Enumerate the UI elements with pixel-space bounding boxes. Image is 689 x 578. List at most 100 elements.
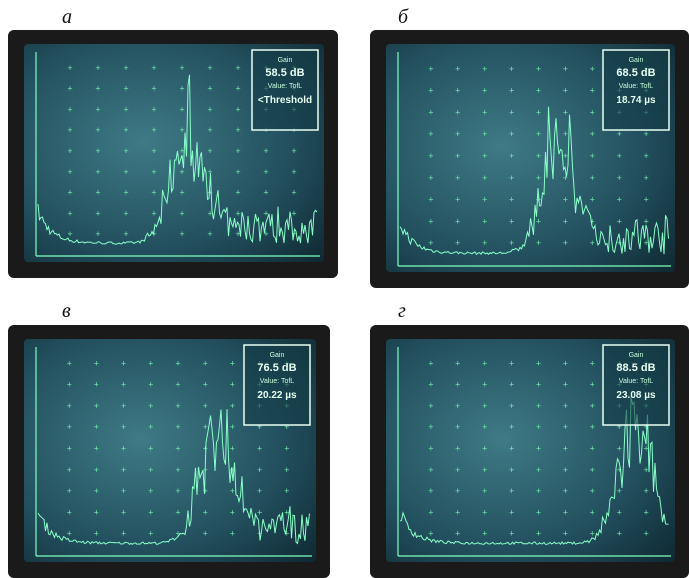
grid-marker: +	[428, 529, 433, 539]
grid-marker: +	[482, 444, 487, 454]
grid-marker: +	[175, 358, 180, 368]
grid-marker: +	[482, 195, 487, 205]
panel-label: в	[62, 300, 71, 323]
grid-marker: +	[121, 358, 126, 368]
grid-marker: +	[428, 507, 433, 517]
grid-marker: +	[230, 529, 235, 539]
grid-marker: +	[67, 188, 72, 198]
grid-marker: +	[235, 63, 240, 73]
grid-marker: +	[536, 444, 541, 454]
grid-marker: +	[179, 125, 184, 135]
grid-marker: +	[428, 238, 433, 248]
grid-marker: +	[536, 216, 541, 226]
grid-marker: +	[95, 104, 100, 114]
grid-marker: +	[617, 486, 622, 496]
grid-marker: +	[207, 63, 212, 73]
grid-marker: +	[148, 422, 153, 432]
readout-db: 68.5 dB	[616, 67, 655, 79]
grid-marker: +	[94, 444, 99, 454]
grid-marker: +	[230, 358, 235, 368]
grid-marker: +	[509, 380, 514, 390]
grid-marker: +	[536, 86, 541, 96]
grid-marker: +	[455, 129, 460, 139]
grid-marker: +	[455, 444, 460, 454]
grid-marker: +	[563, 507, 568, 517]
grid-marker: +	[230, 380, 235, 390]
grid-marker: +	[67, 507, 72, 517]
grid-marker: +	[509, 529, 514, 539]
grid-marker: +	[590, 86, 595, 96]
grid-marker: +	[121, 507, 126, 517]
grid-marker: +	[179, 188, 184, 198]
readout-gain: Gain	[278, 57, 293, 64]
grid-marker: +	[455, 107, 460, 117]
grid-marker: +	[175, 486, 180, 496]
grid-marker: +	[291, 208, 296, 218]
grid-marker: +	[590, 107, 595, 117]
grid-marker: +	[67, 422, 72, 432]
grid-marker: +	[617, 173, 622, 183]
grid-marker: +	[428, 465, 433, 475]
grid-marker: +	[509, 216, 514, 226]
grid-marker: +	[94, 422, 99, 432]
grid-marker: +	[536, 422, 541, 432]
grid-marker: +	[203, 358, 208, 368]
grid-marker: +	[151, 104, 156, 114]
grid-marker: +	[148, 401, 153, 411]
grid-marker: +	[643, 173, 648, 183]
grid-marker: +	[257, 465, 262, 475]
grid-marker: +	[257, 507, 262, 517]
grid-marker: +	[455, 465, 460, 475]
grid-marker: +	[203, 486, 208, 496]
grid-marker: +	[455, 216, 460, 226]
grid-marker: +	[563, 216, 568, 226]
grid-marker: +	[455, 173, 460, 183]
panel-label: а	[62, 6, 72, 29]
grid-marker: +	[590, 465, 595, 475]
grid-marker: +	[536, 465, 541, 475]
grid-marker: +	[179, 84, 184, 94]
grid-marker: +	[175, 465, 180, 475]
grid-marker: +	[590, 380, 595, 390]
grid-marker: +	[123, 146, 128, 156]
grid-marker: +	[617, 216, 622, 226]
grid-marker: +	[643, 151, 648, 161]
grid-marker: +	[148, 358, 153, 368]
grid-marker: +	[563, 486, 568, 496]
oscilloscope-photo: ++++++++++++++++++++++++++++++++++++++++…	[8, 325, 330, 578]
grid-marker: +	[428, 358, 433, 368]
grid-marker: +	[617, 529, 622, 539]
grid-marker: +	[428, 107, 433, 117]
grid-marker: +	[67, 401, 72, 411]
grid-marker: +	[207, 84, 212, 94]
grid-marker: +	[482, 401, 487, 411]
grid-marker: +	[536, 529, 541, 539]
grid-marker: +	[94, 401, 99, 411]
grid-marker: +	[536, 380, 541, 390]
grid-marker: +	[455, 86, 460, 96]
grid-marker: +	[123, 84, 128, 94]
grid-marker: +	[123, 208, 128, 218]
readout-reading: 20.22 µs	[257, 390, 297, 401]
grid-marker: +	[257, 444, 262, 454]
grid-marker: +	[67, 486, 72, 496]
grid-marker: +	[95, 188, 100, 198]
grid-marker: +	[482, 422, 487, 432]
grid-marker: +	[590, 129, 595, 139]
grid-marker: +	[509, 401, 514, 411]
grid-marker: +	[67, 63, 72, 73]
grid-marker: +	[207, 146, 212, 156]
readout-value: Value: TofL	[268, 83, 302, 90]
readout-db: 76.5 dB	[257, 362, 296, 374]
grid-marker: +	[455, 422, 460, 432]
grid-marker: +	[203, 507, 208, 517]
grid-marker: +	[94, 465, 99, 475]
readout-reading: 23.08 µs	[616, 390, 656, 401]
grid-marker: +	[151, 188, 156, 198]
grid-marker: +	[563, 107, 568, 117]
grid-marker: +	[428, 86, 433, 96]
grid-marker: +	[455, 358, 460, 368]
grid-marker: +	[175, 422, 180, 432]
grid-marker: +	[151, 146, 156, 156]
grid-marker: +	[123, 125, 128, 135]
